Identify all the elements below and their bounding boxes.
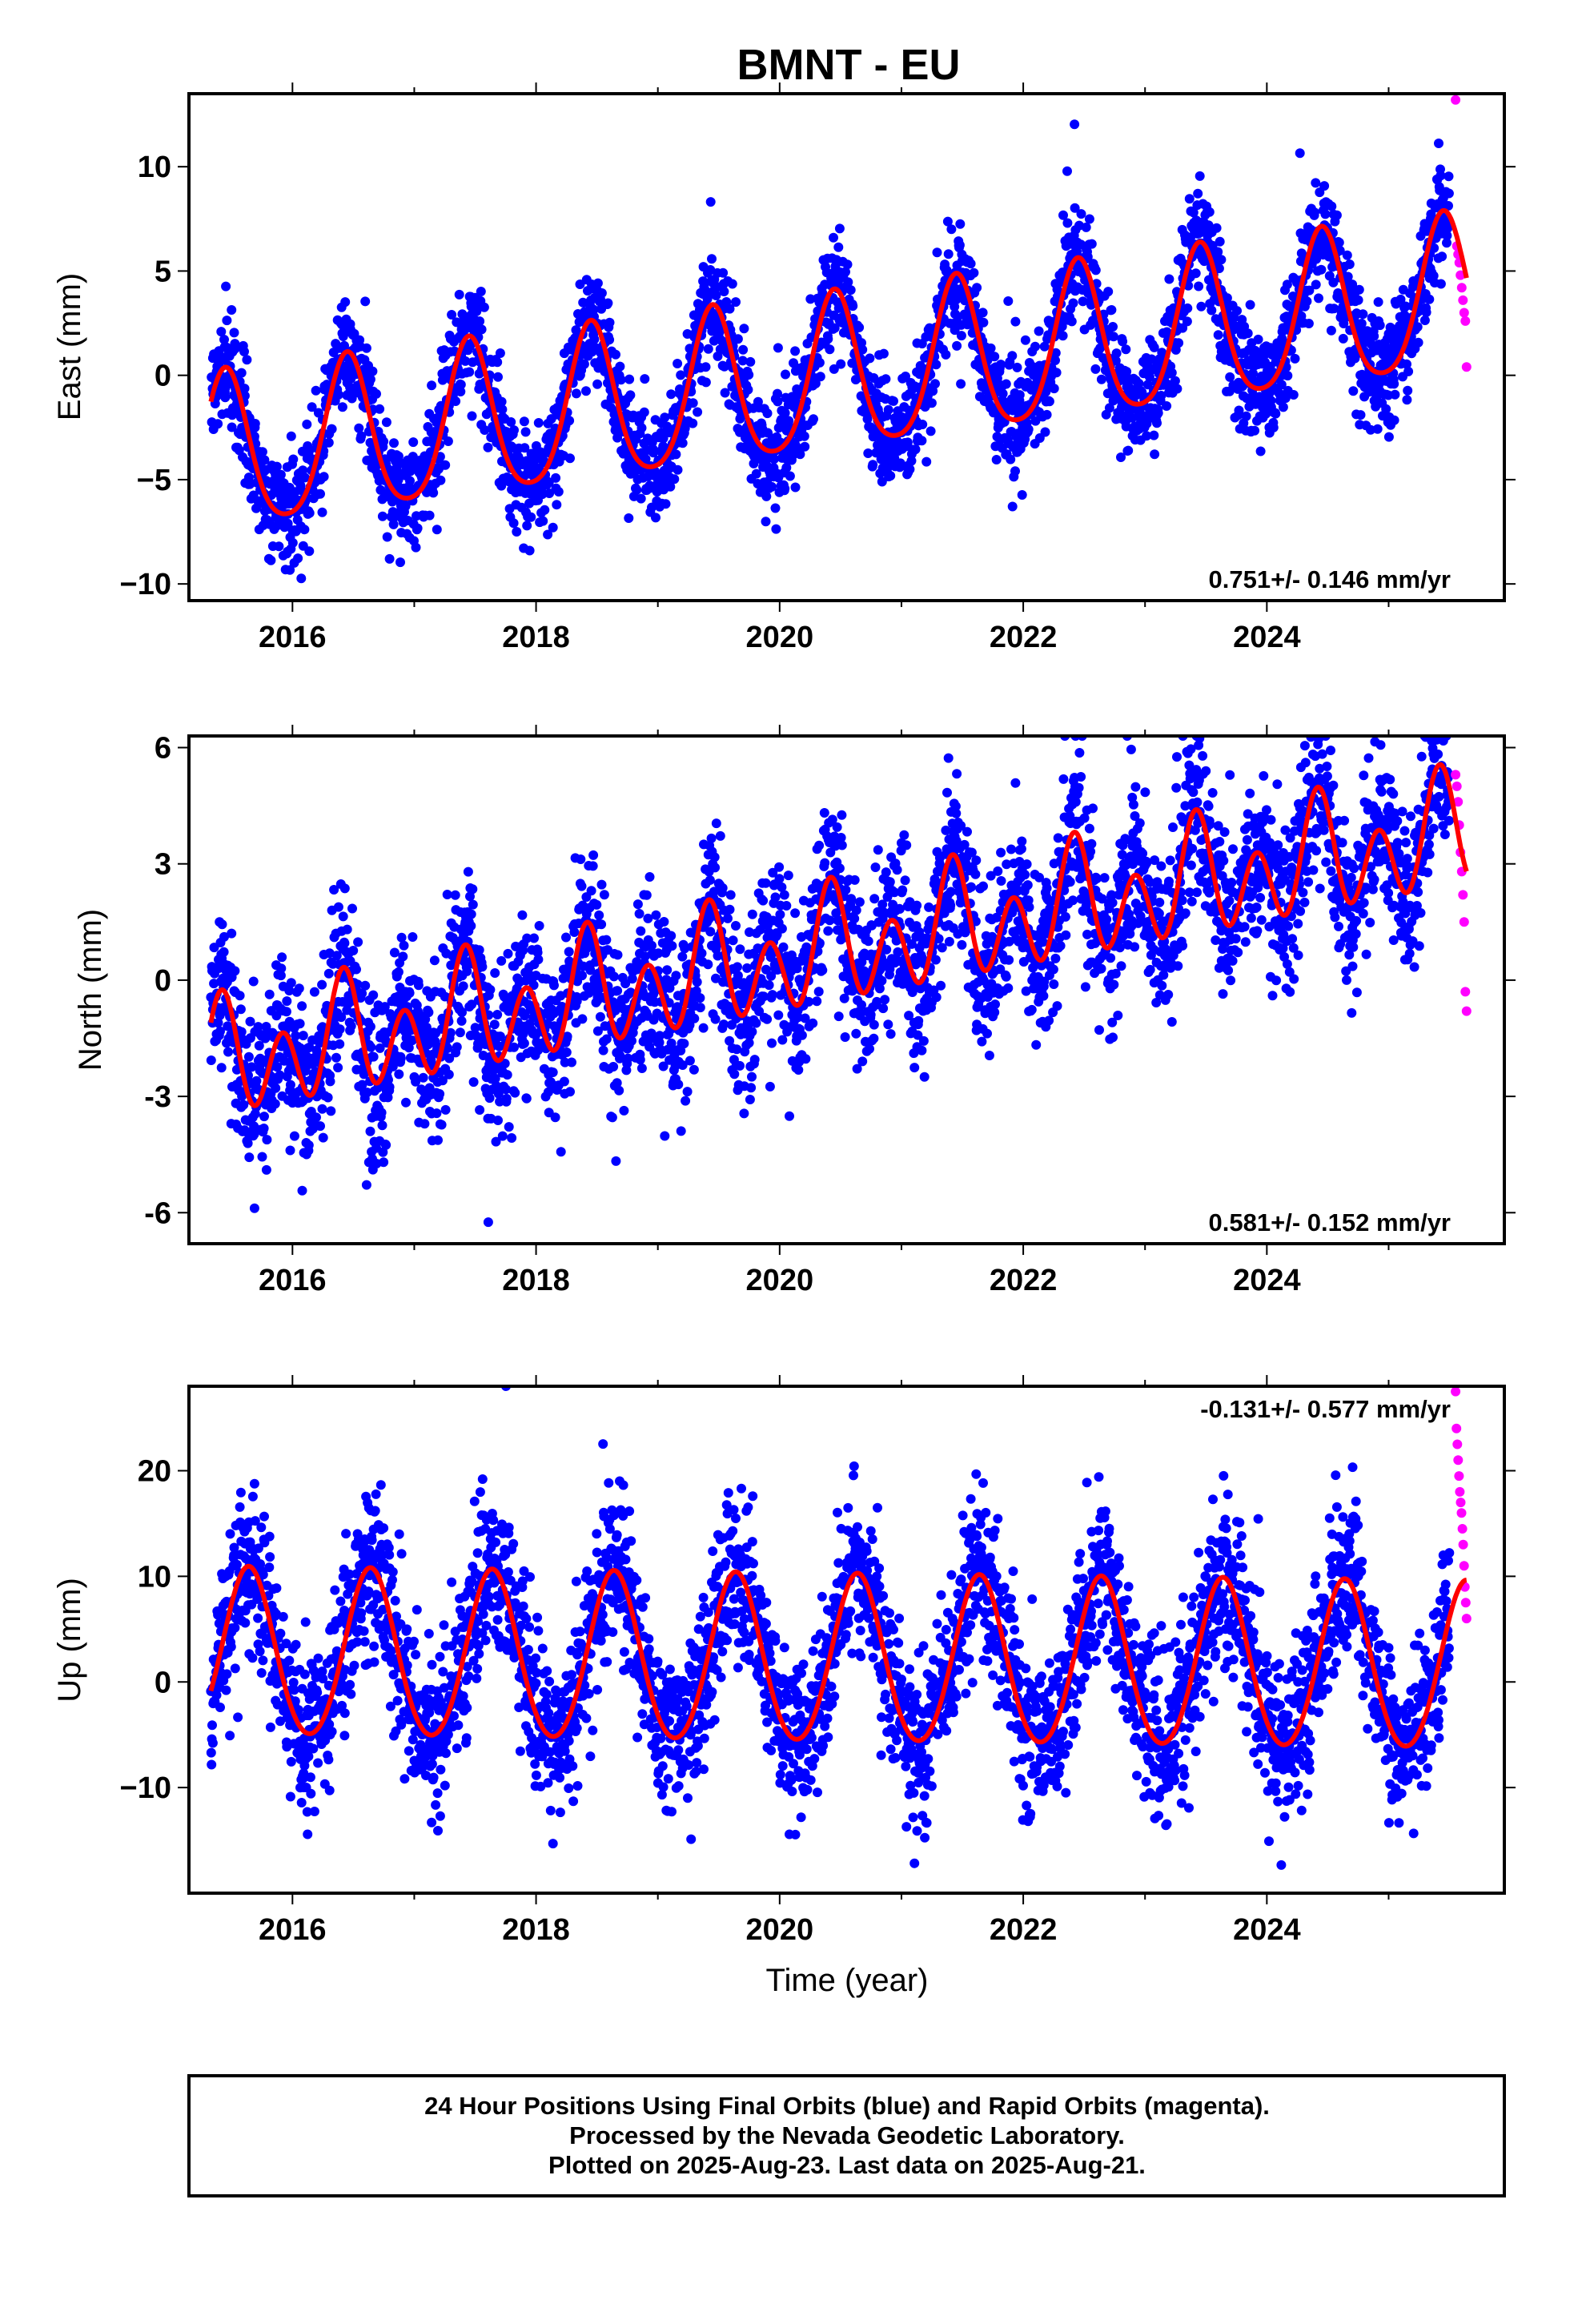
up-x-tick-label: 2016 xyxy=(259,1913,327,1947)
up-rapid-point xyxy=(1461,1614,1472,1624)
north-rapid-point xyxy=(1453,797,1464,807)
north-final-orbit-points xyxy=(206,736,1455,1228)
up-final-orbit-points xyxy=(206,1386,1455,1870)
up-rapid-point xyxy=(1451,1386,1461,1397)
east-rate-label: 0.751+/- 0.146 mm/yr xyxy=(1209,565,1451,593)
north-rapid-point xyxy=(1461,1006,1472,1016)
up-y-tick-label: 10 xyxy=(138,1560,171,1594)
up-rapid-point xyxy=(1453,1455,1464,1466)
east-y-axis-label: East (mm) xyxy=(52,273,87,420)
footer-frame xyxy=(187,2074,1506,2197)
north-model-curve xyxy=(208,762,1469,1108)
north-rapid-point xyxy=(1452,781,1462,791)
up-rapid-orbit-points xyxy=(1451,1386,1472,1624)
footer-line-1: 24 Hour Positions Using Final Orbits (bl… xyxy=(424,2092,1270,2120)
north-ticks: 2016 2018 2020 2022 2024 -6 -3 0 3 6 xyxy=(144,725,1516,1297)
north-rapid-point xyxy=(1451,770,1461,780)
east-x-tick-label: 2024 xyxy=(1233,621,1301,654)
north-x-tick-label: 2024 xyxy=(1233,1264,1301,1297)
up-rapid-point xyxy=(1459,1561,1469,1571)
north-plot-frame xyxy=(187,734,1506,1245)
east-rapid-point xyxy=(1461,362,1472,372)
up-rapid-point xyxy=(1460,1598,1471,1608)
east-x-tick-label: 2018 xyxy=(502,621,570,654)
north-panel: 2016 2018 2020 2022 2024 -6 -3 0 3 6 North (mm) 0… xyxy=(73,725,1516,1297)
east-model-curve xyxy=(208,207,1469,517)
east-x-tick-label: 2022 xyxy=(990,621,1058,654)
north-x-tick-label: 2022 xyxy=(990,1264,1058,1297)
north-rapid-point xyxy=(1460,987,1471,997)
east-rapid-point xyxy=(1456,270,1466,280)
north-y-tick-label: -6 xyxy=(144,1196,171,1230)
up-rapid-point xyxy=(1452,1423,1462,1433)
east-y-tick-label: 5 xyxy=(155,255,171,288)
north-data-marks xyxy=(206,736,1472,1228)
up-y-axis-label: Up (mm) xyxy=(52,1578,87,1703)
north-x-tick-label: 2016 xyxy=(259,1264,327,1297)
up-rapid-point xyxy=(1452,1439,1463,1449)
up-panel: 2016 2018 2020 2022 2024 −10 0 10 20 Up (mm) -0.… xyxy=(52,1375,1516,1947)
up-data-marks xyxy=(206,1386,1472,1870)
up-plot-frame xyxy=(187,1385,1506,1895)
up-model-curve xyxy=(208,1563,1468,1749)
up-x-tick-label: 2022 xyxy=(990,1913,1058,1947)
east-plot-frame xyxy=(187,92,1506,602)
east-rapid-point xyxy=(1460,316,1471,326)
east-x-tick-label: 2016 xyxy=(259,621,327,654)
east-x-tick-label: 2020 xyxy=(746,621,814,654)
north-y-tick-label: 6 xyxy=(155,732,171,766)
north-rapid-point xyxy=(1459,917,1469,927)
east-y-tick-label: −10 xyxy=(120,568,171,601)
north-x-tick-label: 2020 xyxy=(746,1264,814,1297)
footer-box: 24 Hour Positions Using Final Orbits (bl… xyxy=(187,2074,1506,2197)
north-y-axis-label: North (mm) xyxy=(73,909,108,1071)
up-rate-label: -0.131+/- 0.577 mm/yr xyxy=(1200,1395,1451,1423)
north-rate-label: 0.581+/- 0.152 mm/yr xyxy=(1209,1208,1451,1236)
up-rapid-point xyxy=(1456,1508,1467,1518)
north-rapid-point xyxy=(1458,890,1468,900)
up-rapid-point xyxy=(1458,1539,1468,1550)
up-x-tick-label: 2018 xyxy=(502,1913,570,1947)
footer-line-3: Plotted on 2025-Aug-23. Last data on 202… xyxy=(548,2151,1146,2179)
east-ticks: 2016 2018 2020 2022 2024 −10 −5 0 5 10 xyxy=(120,82,1516,654)
east-rapid-point xyxy=(1459,308,1469,318)
up-rapid-point xyxy=(1457,1524,1468,1534)
north-x-tick-label: 2018 xyxy=(502,1264,570,1297)
east-rapid-point xyxy=(1451,94,1461,105)
x-axis-label: Time (year) xyxy=(766,1963,929,1998)
up-rapid-point xyxy=(1454,1471,1464,1482)
up-rapid-point xyxy=(1455,1486,1465,1497)
up-y-tick-label: 0 xyxy=(155,1666,171,1699)
footer-line-2: Processed by the Nevada Geodetic Laborat… xyxy=(569,2121,1125,2149)
east-final-orbit-points xyxy=(207,119,1454,584)
east-data-marks xyxy=(207,94,1472,584)
east-y-tick-label: 0 xyxy=(155,360,171,393)
up-ticks: 2016 2018 2020 2022 2024 −10 0 10 20 xyxy=(120,1375,1516,1947)
north-y-tick-label: -3 xyxy=(144,1080,171,1114)
up-y-tick-label: 20 xyxy=(138,1455,171,1489)
east-y-tick-label: −5 xyxy=(137,464,171,497)
east-y-tick-label: 10 xyxy=(138,151,171,184)
east-rapid-point xyxy=(1456,283,1467,293)
up-x-tick-label: 2020 xyxy=(746,1913,814,1947)
up-rapid-point xyxy=(1456,1498,1466,1508)
north-y-tick-label: 3 xyxy=(155,848,171,882)
north-y-tick-label: 0 xyxy=(155,964,171,998)
east-rapid-point xyxy=(1458,295,1468,305)
chart-title: BMNT - EU xyxy=(737,41,961,89)
up-y-tick-label: −10 xyxy=(120,1771,171,1805)
east-rapid-orbit-points xyxy=(1451,94,1472,372)
up-x-tick-label: 2024 xyxy=(1233,1913,1301,1947)
